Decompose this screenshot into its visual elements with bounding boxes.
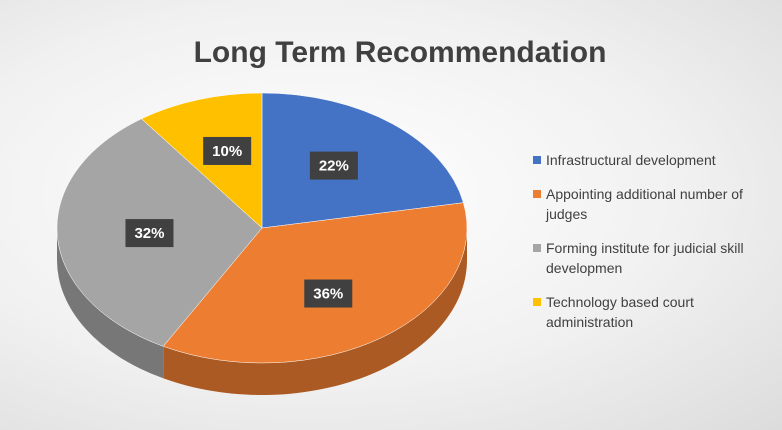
data-label: 32% [134, 225, 164, 242]
pie-slice-side [57, 228, 164, 379]
legend-item: Infrastructural development [533, 150, 758, 170]
data-label-box [309, 151, 358, 180]
legend-item: Appointing additional number of judges [533, 184, 758, 224]
data-label-box [304, 279, 353, 308]
legend-swatch [533, 298, 541, 306]
legend-item: Technology based court administration [533, 292, 758, 332]
data-label-box [125, 219, 174, 248]
data-label-box [203, 136, 252, 165]
data-label: 10% [212, 143, 242, 160]
legend-item: Forming institute for judicial skill dev… [533, 238, 758, 278]
pie-slice [261, 92, 464, 229]
legend: Infrastructural development Appointing ad… [533, 150, 758, 346]
legend-label: Infrastructural development [546, 152, 716, 168]
legend-label: Appointing additional number of judges [546, 186, 743, 222]
legend-label: Forming institute for judicial skill dev… [546, 240, 744, 276]
data-label: 36% [313, 285, 343, 302]
legend-swatch [533, 156, 541, 164]
legend-label: Technology based court administration [546, 294, 694, 330]
pie-slice [141, 92, 263, 229]
chart-title: Long Term Recommendation [194, 36, 607, 69]
legend-swatch [533, 190, 541, 198]
pie-slice-side [163, 228, 468, 395]
legend-swatch [533, 244, 541, 252]
data-label: 22% [319, 158, 349, 175]
